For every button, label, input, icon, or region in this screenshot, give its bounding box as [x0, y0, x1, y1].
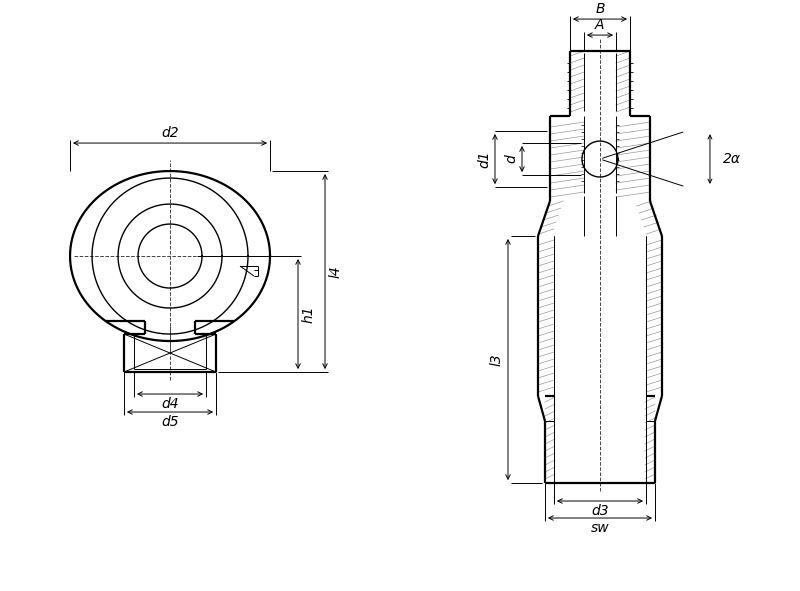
Text: d4: d4 — [162, 397, 179, 411]
Text: d: d — [504, 155, 518, 164]
Text: l3: l3 — [490, 353, 504, 366]
Text: l4: l4 — [329, 265, 343, 278]
Text: d2: d2 — [162, 126, 179, 140]
Text: h1: h1 — [302, 305, 316, 323]
Text: 2α: 2α — [723, 152, 741, 166]
Text: B: B — [595, 2, 605, 16]
Text: sw: sw — [590, 521, 610, 535]
Text: d3: d3 — [591, 504, 609, 518]
Text: d5: d5 — [162, 415, 179, 429]
Text: A: A — [595, 18, 605, 32]
Text: d1: d1 — [477, 150, 491, 168]
